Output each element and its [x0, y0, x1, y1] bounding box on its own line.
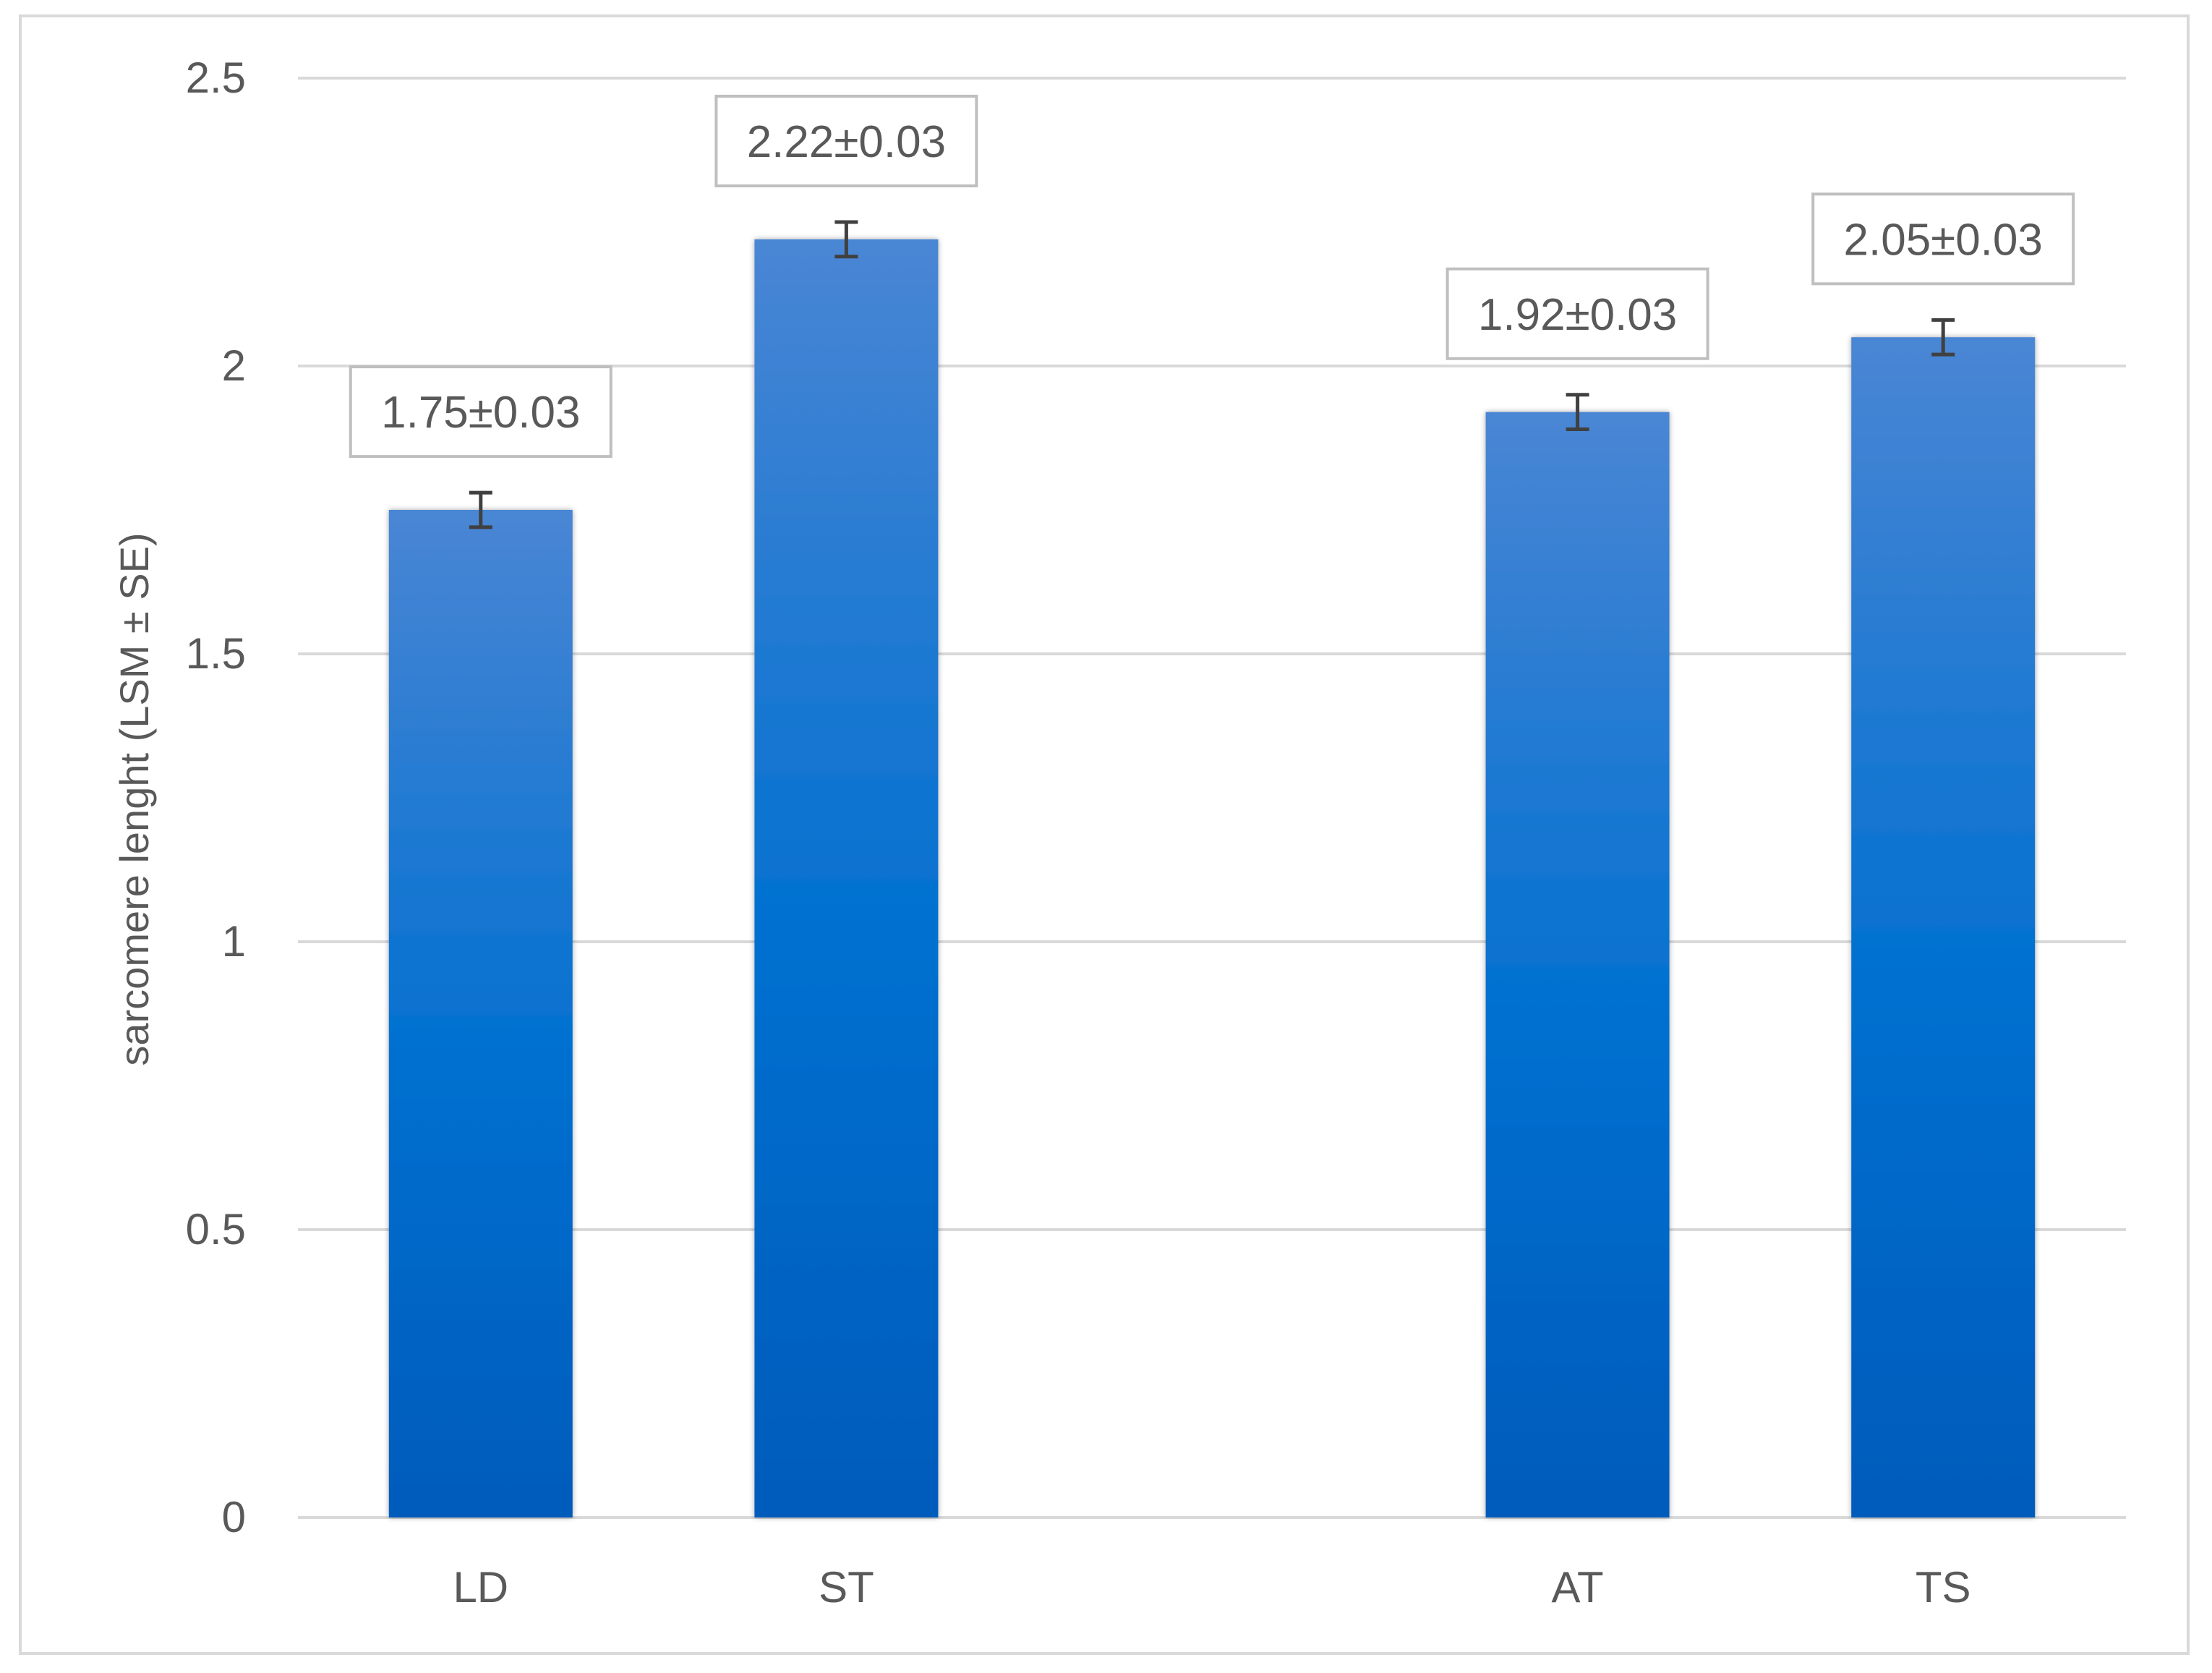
error-bar	[469, 490, 492, 529]
bar	[754, 239, 939, 1517]
y-tick-label: 1	[222, 917, 246, 966]
x-category-label: AT	[1551, 1563, 1603, 1612]
error-bar	[1566, 393, 1589, 432]
data-label-text: 1.92±0.03	[1478, 290, 1677, 340]
data-labels: 1.75±0.03 2.22±0.03 1.92±0.03 2.05±0.03	[349, 95, 2075, 459]
data-label: 2.22±0.03	[714, 95, 978, 187]
y-tick-label: 0.5	[186, 1205, 246, 1253]
data-label: 1.92±0.03	[1446, 267, 1709, 360]
data-label: 2.05±0.03	[1811, 192, 2075, 286]
y-tick-label: 1.5	[186, 629, 246, 678]
chart-frame	[19, 14, 2190, 1655]
y-tick-label: 0	[222, 1493, 246, 1541]
data-label-box	[1811, 192, 2075, 286]
data-label-text: 1.75±0.03	[381, 388, 580, 438]
x-category-label: TS	[1916, 1563, 1971, 1612]
bar	[1851, 337, 2036, 1518]
bar	[388, 510, 573, 1517]
bar	[1485, 412, 1670, 1518]
error-bars	[469, 220, 1955, 529]
y-tick-label: 2.5	[186, 54, 246, 102]
y-axis-title: sarcomere lenght (LSM ± SE)	[111, 532, 157, 1065]
data-label-box	[349, 365, 612, 459]
x-category-label: ST	[819, 1563, 874, 1612]
error-bar	[1931, 318, 1955, 357]
data-label: 1.75±0.03	[349, 365, 612, 459]
data-label-box	[714, 95, 978, 187]
y-axis-ticks: 0 0.5 1 1.5 2 2.5	[186, 54, 246, 1541]
data-label-text: 2.05±0.03	[1844, 215, 2043, 265]
x-axis-categories: LD ST AT TS	[453, 1563, 1970, 1612]
y-tick-label: 2	[222, 341, 246, 390]
x-category-label: LD	[453, 1563, 508, 1612]
bars	[388, 239, 2036, 1518]
data-label-box	[1446, 267, 1709, 360]
data-label-text: 2.22±0.03	[747, 117, 946, 167]
error-bar	[834, 220, 858, 259]
